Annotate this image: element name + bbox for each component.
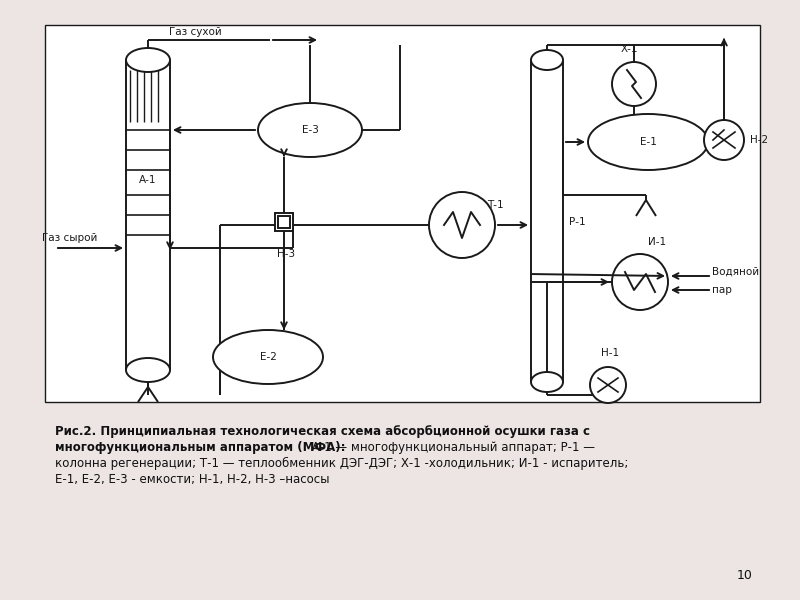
Text: Е-1, Е-2, Е-3 - емкости; Н-1, Н-2, Н-3 –насосы: Е-1, Е-2, Е-3 - емкости; Н-1, Н-2, Н-3 –… (55, 473, 330, 486)
Circle shape (612, 62, 656, 106)
Circle shape (704, 120, 744, 160)
Text: Н-3: Н-3 (277, 249, 295, 259)
Ellipse shape (531, 372, 563, 392)
Text: Рис.2. Принципиальная технологическая схема абсорбционной осушки газа с: Рис.2. Принципиальная технологическая сх… (55, 425, 590, 438)
Text: Н-2: Н-2 (750, 135, 768, 145)
Text: колонна регенерации; Т-1 — теплообменник ДЭГ-ДЭГ; Х-1 -холодильник; И-1 - испари: колонна регенерации; Т-1 — теплообменник… (55, 457, 628, 470)
Text: Е-3: Е-3 (302, 125, 318, 135)
Circle shape (612, 254, 668, 310)
Text: Х-1: Х-1 (620, 44, 638, 54)
Bar (275, 213, 293, 231)
Text: Р-1: Р-1 (569, 217, 586, 227)
Text: Е-2: Е-2 (259, 352, 277, 362)
Text: многофункциональным аппаратом (МФА):: многофункциональным аппаратом (МФА): (55, 441, 346, 454)
Circle shape (590, 367, 626, 403)
Text: Газ сырой: Газ сырой (42, 233, 98, 243)
Circle shape (429, 192, 495, 258)
Ellipse shape (588, 114, 708, 170)
Text: Н-1: Н-1 (601, 348, 619, 358)
Ellipse shape (213, 330, 323, 384)
Ellipse shape (258, 103, 362, 157)
Text: Т-1: Т-1 (487, 200, 504, 210)
Text: пар: пар (712, 285, 732, 295)
Ellipse shape (126, 48, 170, 72)
Bar (45, 25, 760, 402)
Text: А-1 — многофункциональный аппарат; Р-1 —: А-1 — многофункциональный аппарат; Р-1 — (308, 441, 595, 454)
Text: А-1: А-1 (139, 175, 157, 185)
Text: Водяной: Водяной (712, 267, 759, 277)
Text: И-1: И-1 (648, 237, 666, 247)
Text: Газ сухой: Газ сухой (169, 27, 222, 37)
Text: 10: 10 (737, 569, 753, 582)
Text: Е-1: Е-1 (639, 137, 657, 147)
Bar (278, 216, 290, 228)
Ellipse shape (531, 50, 563, 70)
Ellipse shape (126, 358, 170, 382)
